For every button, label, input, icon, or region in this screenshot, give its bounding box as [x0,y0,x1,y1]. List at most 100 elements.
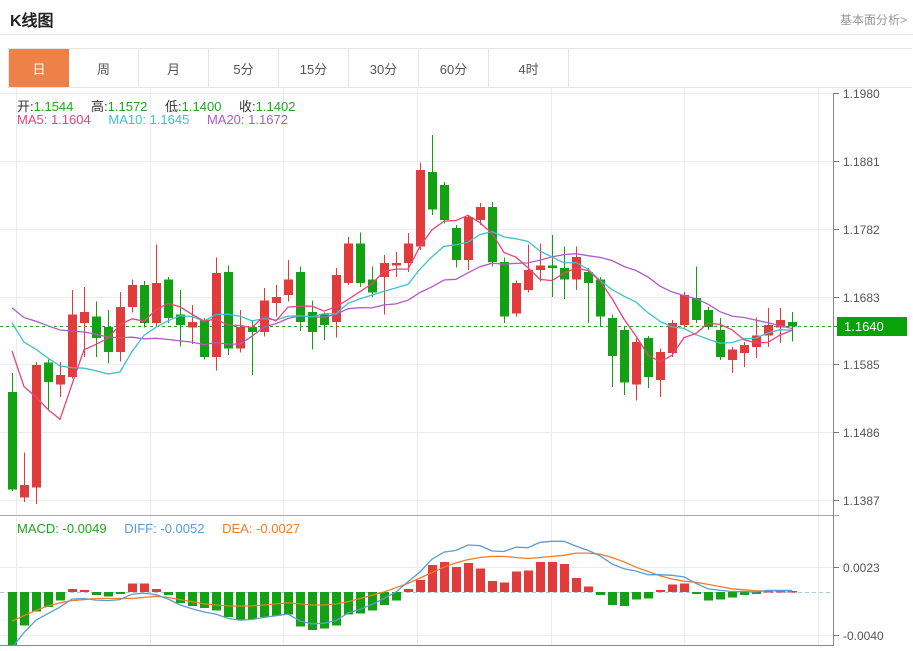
tab-30min[interactable]: 30分 [349,49,419,87]
candle [176,289,185,347]
ohlc-close: 收:1.1402 [239,99,296,114]
candle [152,244,161,327]
macd-bar [680,583,689,592]
candle [452,224,461,268]
macd-bar [584,586,593,592]
candle [272,285,281,317]
candle [356,232,365,288]
current-price-marker: 1.1640 [837,317,907,336]
header-divider [0,34,913,35]
candle [512,280,521,317]
macd-bar [32,592,41,612]
candle [548,235,557,297]
candle [440,182,449,224]
candle [476,202,485,225]
candle [296,266,305,332]
macd-bar [308,592,317,630]
macd-bar [152,588,161,592]
macd-bar [212,592,221,611]
macd-bar [356,592,365,614]
macd-bar [776,590,785,593]
macd-bar [752,592,761,595]
dea-value-legend: DEA: -0.0027 [222,521,301,536]
macd-bar [224,592,233,617]
candle [128,279,137,313]
candle [692,266,701,323]
macd-bar [548,561,557,592]
macd-bar [632,592,641,600]
candlestick-series [8,134,797,505]
macd-bar [740,592,749,596]
candle [764,307,773,347]
macd-axis-label: 0.0023 [843,560,880,575]
candle [680,292,689,328]
macd-bar [488,581,497,592]
candle [632,338,641,401]
macd-bar [44,592,53,608]
macd-bar [188,592,197,607]
tab-month[interactable]: 月 [139,49,209,87]
candle [200,318,209,360]
candle [20,452,29,503]
ma5-legend: MA5: 1.1604 [17,112,91,127]
macd-bar [524,570,533,592]
candle [224,265,233,356]
tab-4hour[interactable]: 4时 [489,49,569,87]
macd-bar [512,571,521,592]
macd-bar [332,592,341,626]
candle [656,348,665,398]
macd-axis-label: -0.0040 [843,628,884,643]
macd-bar [56,592,65,601]
macd-bar [704,592,713,601]
ma10-legend: MA10: 1.1645 [108,112,190,127]
candle [620,327,629,395]
macd-bar [572,577,581,592]
ohlc-legend: 开:1.1544 高:1.1572 低:1.1400 收:1.1402 [17,96,309,115]
macd-bar [644,592,653,599]
macd-bar [608,592,617,605]
macd-bar [656,589,665,592]
macd-bar [692,592,701,595]
macd-bar [92,592,101,596]
macd-bar [20,592,29,626]
candle [68,289,77,379]
candle [788,311,797,342]
candle [80,287,89,358]
macd-bar [68,588,77,592]
macd-bar [344,592,353,615]
candle [500,257,509,323]
macd-pane [0,540,833,645]
candle [644,335,653,389]
tab-bar: 日周月 5分 15分 30分 60分 4时 [8,48,912,88]
candle [116,292,125,362]
tab-15min[interactable]: 15分 [279,49,349,87]
macd-bar [764,590,773,593]
macd-bar [404,588,413,592]
ohlc-high: 高:1.1572 [91,99,148,114]
macd-bar [296,592,305,627]
candle [344,237,353,286]
price-axis-label: 1.1881 [843,154,880,169]
candle [392,252,401,277]
candle [248,320,257,376]
macd-bar [320,592,329,629]
tab-week[interactable]: 周 [69,49,139,87]
candle [596,276,605,328]
ma-legend: MA5: 1.1604 MA10: 1.1645 MA20: 1.1672 [17,112,302,127]
tab-60min[interactable]: 60分 [419,49,489,87]
macd-bar [128,583,137,592]
candle [740,342,749,367]
candle [332,268,341,338]
candle [428,134,437,216]
tab-day[interactable]: 日 [9,49,69,87]
macd-bar [440,561,449,592]
macd-bar [176,592,185,603]
fundamental-analysis-link[interactable]: 基本面分析> [839,13,907,27]
price-axis-label: 1.1683 [843,290,880,305]
page-title: K线图 [10,13,54,30]
candle [92,301,101,358]
macd-bar [392,592,401,601]
macd-bar [116,592,125,595]
candle [704,307,713,330]
tab-5min[interactable]: 5分 [209,49,279,87]
